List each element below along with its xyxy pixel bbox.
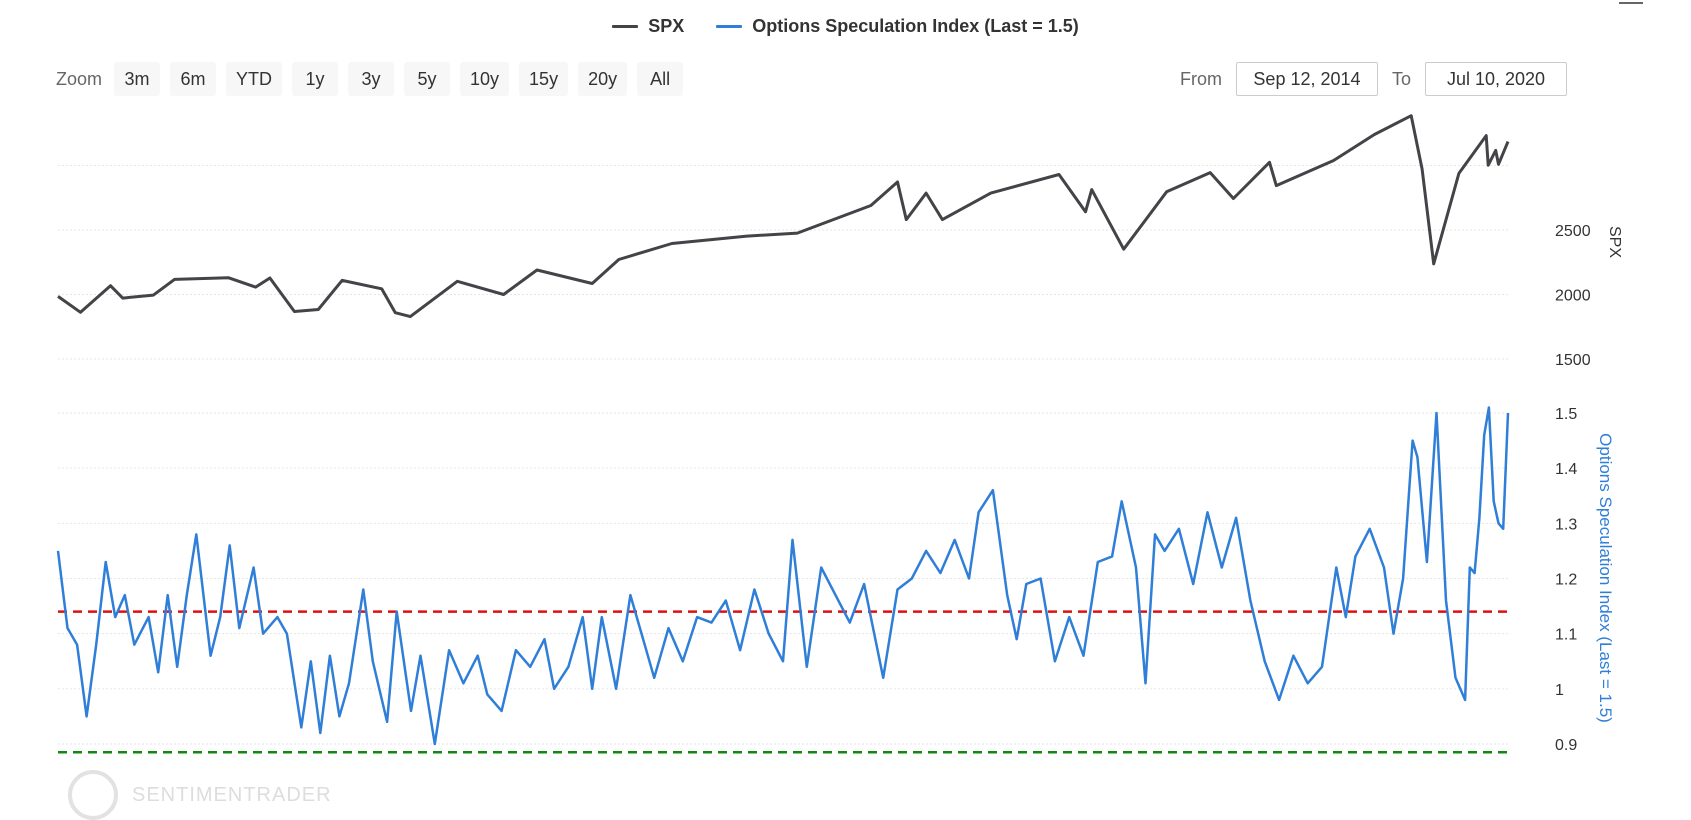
zoom-button-6m[interactable]: 6m [170, 62, 217, 96]
zoom-button-1y[interactable]: 1y [292, 62, 339, 96]
osi-tick-label: 1.4 [1555, 461, 1577, 478]
osi-tick-label: 1.5 [1555, 406, 1577, 423]
series-layer [56, 114, 1510, 746]
zoom-button-5y[interactable]: 5y [404, 62, 451, 96]
zoom-button-all[interactable]: All [637, 62, 684, 96]
legend-label-osi: Options Speculation Index (Last = 1.5) [752, 15, 1079, 36]
osi-tick-label: 1 [1555, 682, 1564, 699]
series-line-spx [57, 114, 1510, 319]
from-label: From [1179, 68, 1222, 89]
series-line-osi [56, 406, 1510, 746]
zoom-button-20y[interactable]: 20y [578, 62, 628, 96]
legend-swatch-spx [612, 24, 639, 28]
zoom-button-3y[interactable]: 3y [348, 62, 395, 96]
legend-swatch-osi [716, 24, 743, 28]
zoom-label: Zoom [56, 68, 103, 89]
spx-tick-label: 2500 [1555, 223, 1591, 240]
zoom-button-15y[interactable]: 15y [519, 62, 569, 96]
osi-tick-label: 0.9 [1555, 737, 1577, 754]
from-date-input[interactable] [1235, 62, 1378, 96]
grid-lines [58, 165, 1508, 745]
reference-lines [58, 610, 1508, 754]
legend-label-spx: SPX [648, 15, 685, 36]
watermark-text: SENTIMENTRADER [132, 783, 332, 806]
spx-tick-label: 2000 [1555, 288, 1591, 305]
spx-axis: 1500 2000 2500 SPX [1555, 223, 1623, 369]
watermark-logo-icon [68, 770, 118, 820]
zoom-button-ytd[interactable]: YTD [226, 62, 283, 96]
osi-tick-label: 1.3 [1555, 516, 1577, 533]
date-range-selector: From To [1180, 62, 1567, 96]
zoom-toolbar: Zoom 3m 6m YTD 1y 3y 5y 10y 15y 20y All [56, 62, 684, 96]
to-label: To [1391, 68, 1411, 89]
zoom-button-3m[interactable]: 3m [114, 62, 161, 96]
context-menu-icon[interactable] [1619, 0, 1643, 4]
legend: SPX Options Speculation Index (Last = 1.… [0, 12, 1691, 40]
osi-axis-title: Options Speculation Index (Last = 1.5) [1596, 433, 1615, 723]
to-date-input[interactable] [1425, 62, 1567, 96]
zoom-button-10y[interactable]: 10y [460, 62, 510, 96]
legend-item-osi[interactable]: Options Speculation Index (Last = 1.5) [716, 16, 1079, 37]
spx-tick-label: 1500 [1555, 352, 1591, 369]
osi-tick-label: 1.2 [1555, 572, 1577, 589]
osi-tick-label: 1.1 [1555, 627, 1577, 644]
spx-axis-title: SPX [1606, 226, 1623, 258]
watermark: SENTIMENTRADER [68, 770, 332, 820]
osi-axis: 0.911.11.21.31.41.50.8Options Speculatio… [1555, 406, 1615, 754]
legend-item-spx[interactable]: SPX [612, 16, 684, 37]
